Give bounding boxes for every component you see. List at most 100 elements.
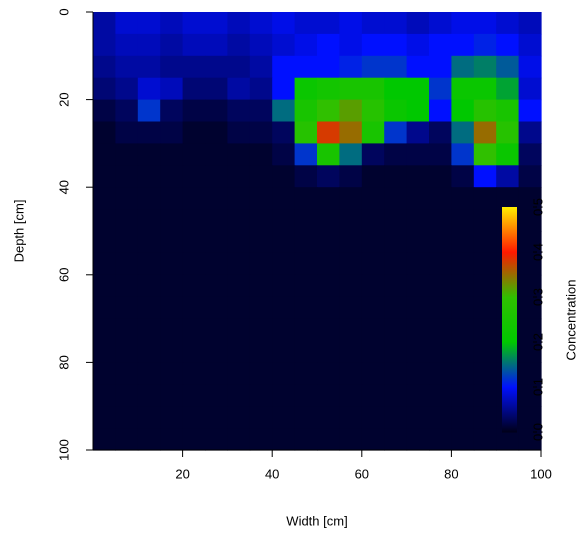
heatmap-cell [115, 406, 138, 429]
heatmap-cell [205, 428, 228, 451]
heatmap-cell [474, 56, 497, 79]
heatmap-cell [183, 122, 206, 145]
heatmap-cell [227, 56, 250, 79]
heatmap-cell [183, 341, 206, 364]
heatmap-cell [295, 428, 318, 451]
colorbar-tick-label: 0.5 [530, 198, 545, 216]
y-tick-label: 80 [56, 355, 71, 369]
heatmap-cell [183, 231, 206, 254]
heatmap-cell [339, 209, 362, 232]
heatmap-cell [183, 34, 206, 57]
heatmap-cell [474, 406, 497, 429]
heatmap-cell [317, 187, 340, 210]
heatmap-cell [227, 384, 250, 407]
heatmap-cell [474, 297, 497, 320]
heatmap-cell [407, 209, 430, 232]
heatmap-cell [160, 100, 183, 123]
heatmap-cell [474, 12, 497, 35]
heatmap-cell [317, 231, 340, 254]
heatmap-cell [339, 231, 362, 254]
heatmap-cell [227, 341, 250, 364]
heatmap-cell [384, 384, 407, 407]
heatmap-cell [362, 231, 385, 254]
heatmap-cell [138, 100, 161, 123]
heatmap-cell [339, 12, 362, 35]
colorbar-segment [502, 252, 517, 298]
heatmap-cell [93, 209, 116, 232]
x-tick-label: 20 [175, 466, 189, 481]
heatmap-cell [496, 12, 519, 35]
heatmap-cell [317, 12, 340, 35]
heatmap-cell [160, 341, 183, 364]
heatmap-cell [138, 341, 161, 364]
heatmap-cell [429, 297, 452, 320]
heatmap-cell [272, 362, 295, 385]
heatmap-cell [295, 384, 318, 407]
heatmap-cell [362, 297, 385, 320]
heatmap-cell [295, 406, 318, 429]
heatmap-cell [205, 209, 228, 232]
heatmap-cell [496, 34, 519, 57]
heatmap-cell [93, 122, 116, 145]
colorbar-segment [502, 342, 517, 388]
heatmap-cell [295, 165, 318, 188]
heatmap-cell [339, 187, 362, 210]
heatmap-cell [227, 319, 250, 342]
y-tick-label: 0 [56, 8, 71, 15]
heatmap-cell [138, 231, 161, 254]
heatmap-cell [115, 384, 138, 407]
heatmap-cell [115, 362, 138, 385]
heatmap-cell [205, 165, 228, 188]
heatmap-cell [317, 143, 340, 166]
heatmap-cell [138, 12, 161, 35]
heatmap-cell [160, 12, 183, 35]
heatmap-cell [138, 384, 161, 407]
heatmap-cell [93, 56, 116, 79]
heatmap-cell [115, 275, 138, 298]
heatmap-cell [250, 56, 273, 79]
heatmap-cell [384, 209, 407, 232]
colorbar-label: Concentration [563, 280, 578, 361]
x-axis-label: Width [cm] [286, 513, 347, 528]
heatmap-cell [227, 34, 250, 57]
heatmap-cell [474, 165, 497, 188]
heatmap-cell [138, 143, 161, 166]
heatmap-cell [250, 78, 273, 101]
heatmap-cell [451, 275, 474, 298]
heatmap-cell [295, 12, 318, 35]
heatmap-cell [407, 122, 430, 145]
heatmap-cell [272, 78, 295, 101]
heatmap-cell [317, 253, 340, 276]
heatmap-cell [250, 275, 273, 298]
heatmap-cell [93, 100, 116, 123]
heatmap-cell [205, 143, 228, 166]
heatmap-cell [384, 231, 407, 254]
heatmap-cell [362, 12, 385, 35]
heatmap-cell [384, 56, 407, 79]
heatmap-cell [227, 362, 250, 385]
heatmap-cell [160, 143, 183, 166]
heatmap-cell [160, 384, 183, 407]
heatmap-cell [93, 165, 116, 188]
heatmap-cell [272, 122, 295, 145]
heatmap-cell [250, 187, 273, 210]
heatmap-cell [138, 34, 161, 57]
heatmap-cell [407, 428, 430, 451]
heatmap-cell [295, 34, 318, 57]
heatmap-cell [384, 275, 407, 298]
heatmap-cell [272, 12, 295, 35]
heatmap-cell [183, 143, 206, 166]
heatmap-cell [138, 406, 161, 429]
heatmap-cell [183, 165, 206, 188]
heatmap-cell [205, 275, 228, 298]
heatmap-cell [93, 34, 116, 57]
heatmap-cell [474, 319, 497, 342]
heatmap-cell [429, 253, 452, 276]
heatmap-cell [138, 297, 161, 320]
heatmap-cell [451, 341, 474, 364]
heatmap-cell [407, 319, 430, 342]
heatmap-cell [160, 275, 183, 298]
heatmap-cell [519, 12, 542, 35]
heatmap-cell [339, 362, 362, 385]
